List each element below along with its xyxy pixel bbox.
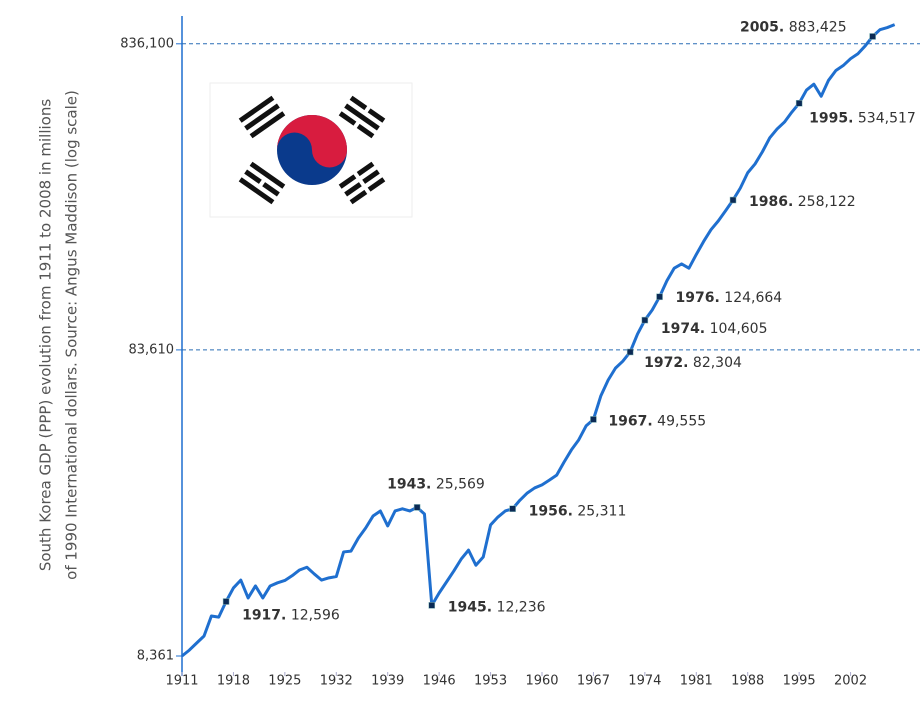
annotation: 1943. 25,569 [387, 476, 485, 492]
data-point [509, 505, 516, 512]
data-point [626, 348, 634, 356]
x-tick-label: 1960 [525, 674, 558, 689]
value-label: 12,596 [291, 608, 340, 624]
annotation: 1974. 104,605 [661, 321, 768, 337]
korean-flag [209, 82, 413, 218]
value-label: 49,555 [657, 413, 706, 429]
annotation-year: 2005. [740, 19, 784, 35]
data-point [641, 316, 649, 324]
annotation: 1972. 82,304 [644, 355, 742, 371]
annotation-year: 1986. [749, 194, 793, 210]
value-label: 258,122 [798, 194, 856, 210]
value-label: 534,517 [858, 110, 916, 126]
annotation-year: 1972. [644, 355, 688, 371]
y-tick-label: 836,100 [120, 36, 174, 51]
x-tick-label: 1939 [371, 674, 404, 689]
value-label: 25,311 [577, 504, 626, 520]
x-tick-label: 1918 [217, 674, 250, 689]
y-tick-label: 83,610 [129, 342, 175, 357]
x-tick-label: 1953 [474, 674, 507, 689]
y-tick-label: 8,361 [137, 649, 174, 664]
annotation-year: 1995. [809, 110, 853, 126]
annotation: 2005. 883,425 [740, 19, 847, 35]
x-tick-label: 1925 [268, 674, 301, 689]
annotation-year: 1943. [387, 476, 431, 492]
annotation-year: 1974. [661, 321, 705, 337]
x-tick-label: 1967 [577, 674, 610, 689]
value-label: 12,236 [497, 599, 546, 615]
data-point [729, 196, 737, 204]
annotation-year: 1956. [529, 504, 573, 520]
x-tick-label: 1988 [731, 674, 764, 689]
value-label: 82,304 [693, 355, 742, 371]
y-axis-label: South Korea GDP (PPP) evolution from 191… [37, 99, 55, 572]
x-tick-label: 1911 [165, 674, 198, 689]
y-axis-label: of 1990 International dollars. Source: A… [63, 90, 81, 580]
value-label: 124,664 [724, 290, 782, 306]
data-line [181, 23, 896, 658]
annotation-year: 1976. [676, 290, 720, 306]
annotation-year: 1917. [242, 608, 286, 624]
annotation-year: 1945. [448, 599, 492, 615]
data-point [869, 33, 876, 40]
annotation: 1976. 124,664 [676, 290, 783, 306]
value-label: 25,569 [436, 476, 485, 492]
annotation: 1917. 12,596 [242, 608, 340, 624]
x-tick-label: 1946 [423, 674, 456, 689]
annotation: 1986. 258,122 [749, 194, 856, 210]
x-tick-label: 2002 [834, 674, 867, 689]
data-point [413, 504, 421, 511]
data-point [428, 602, 436, 609]
x-tick-label: 1981 [680, 674, 713, 689]
annotation-year: 1967. [608, 413, 652, 429]
data-point [590, 416, 597, 423]
x-tick-label: 1974 [628, 674, 661, 689]
annotation: 1956. 25,311 [529, 504, 627, 520]
annotation: 1945. 12,236 [448, 599, 546, 615]
annotation: 1995. 534,517 [809, 110, 916, 126]
value-label: 104,605 [710, 321, 768, 337]
value-label: 883,425 [789, 19, 847, 35]
x-tick-label: 1932 [320, 674, 353, 689]
x-tick-label: 1995 [783, 674, 816, 689]
data-point [795, 100, 803, 107]
data-point [656, 293, 663, 301]
annotation: 1967. 49,555 [608, 413, 706, 429]
data-point [222, 598, 230, 605]
